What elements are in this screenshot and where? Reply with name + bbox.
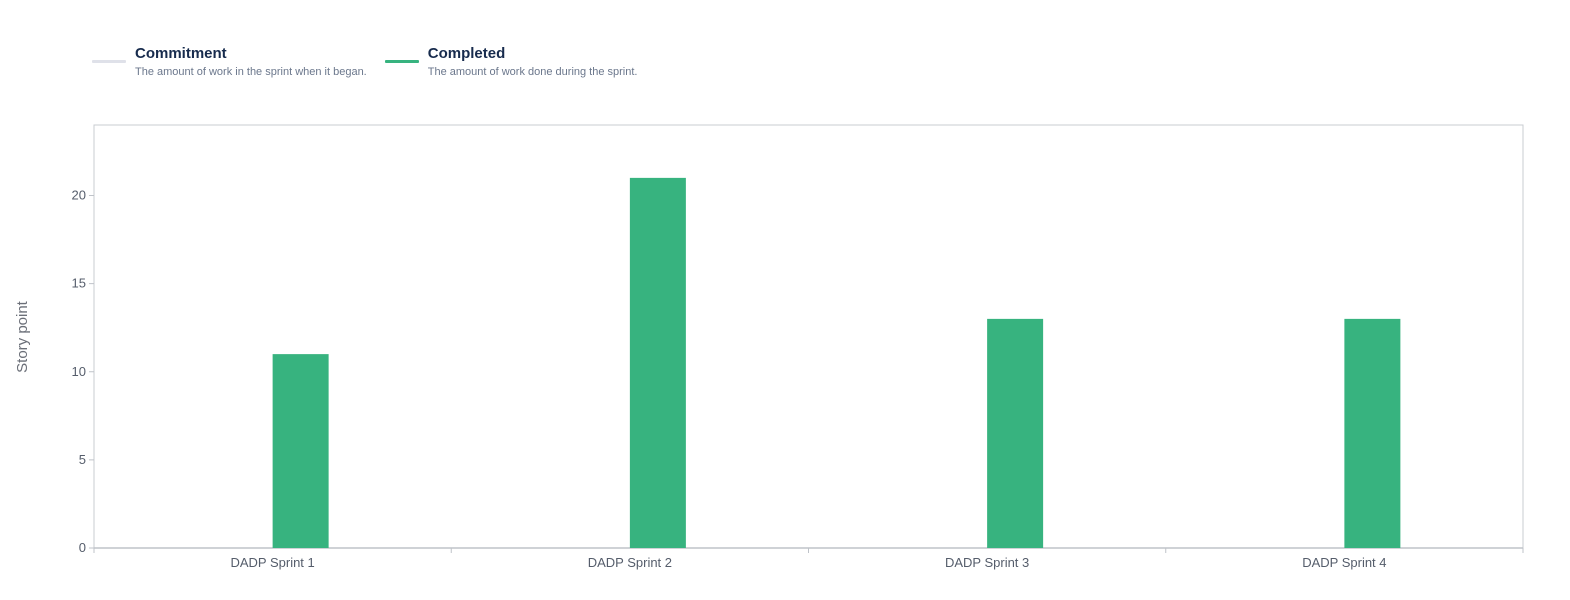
completed-bar	[1344, 318, 1401, 548]
y-tick-label: 0	[79, 540, 86, 555]
completed-bar	[272, 354, 329, 548]
y-axis-title: Story point	[14, 300, 31, 373]
x-axis: DADP Sprint 1 DADP Sprint 2 DADP Sprint 3 D…	[93, 548, 1524, 570]
y-tick-label: 20	[72, 188, 86, 203]
chart-legend: Commitment The amount of work in the spr…	[92, 44, 637, 79]
legend-commitment-title: Commitment	[135, 45, 227, 62]
completed-bar	[629, 177, 686, 548]
y-axis: 0 5 10 15 20	[72, 188, 94, 555]
legend-item-completed[interactable]: Completed The amount of work done during…	[384, 44, 638, 79]
x-tick-label: DADP Sprint 3	[945, 555, 1029, 570]
y-tick-label: 10	[72, 364, 86, 379]
completed-bar	[987, 318, 1044, 548]
y-tick-label: 5	[79, 452, 86, 467]
bar-group	[272, 177, 1401, 548]
commitment-swatch	[92, 60, 126, 63]
legend-completed-description: The amount of work done during the sprin…	[427, 66, 638, 78]
legend-commitment-description: The amount of work in the sprint when it…	[135, 66, 367, 78]
x-tick-label: DADP Sprint 2	[588, 555, 672, 570]
legend-item-commitment[interactable]: Commitment The amount of work in the spr…	[92, 44, 367, 79]
x-tick-label: DADP Sprint 1	[230, 555, 314, 570]
y-tick-label: 15	[72, 276, 86, 291]
x-tick-label: DADP Sprint 4	[1302, 555, 1386, 570]
completed-swatch	[384, 60, 419, 63]
legend-completed-title: Completed	[427, 45, 506, 62]
